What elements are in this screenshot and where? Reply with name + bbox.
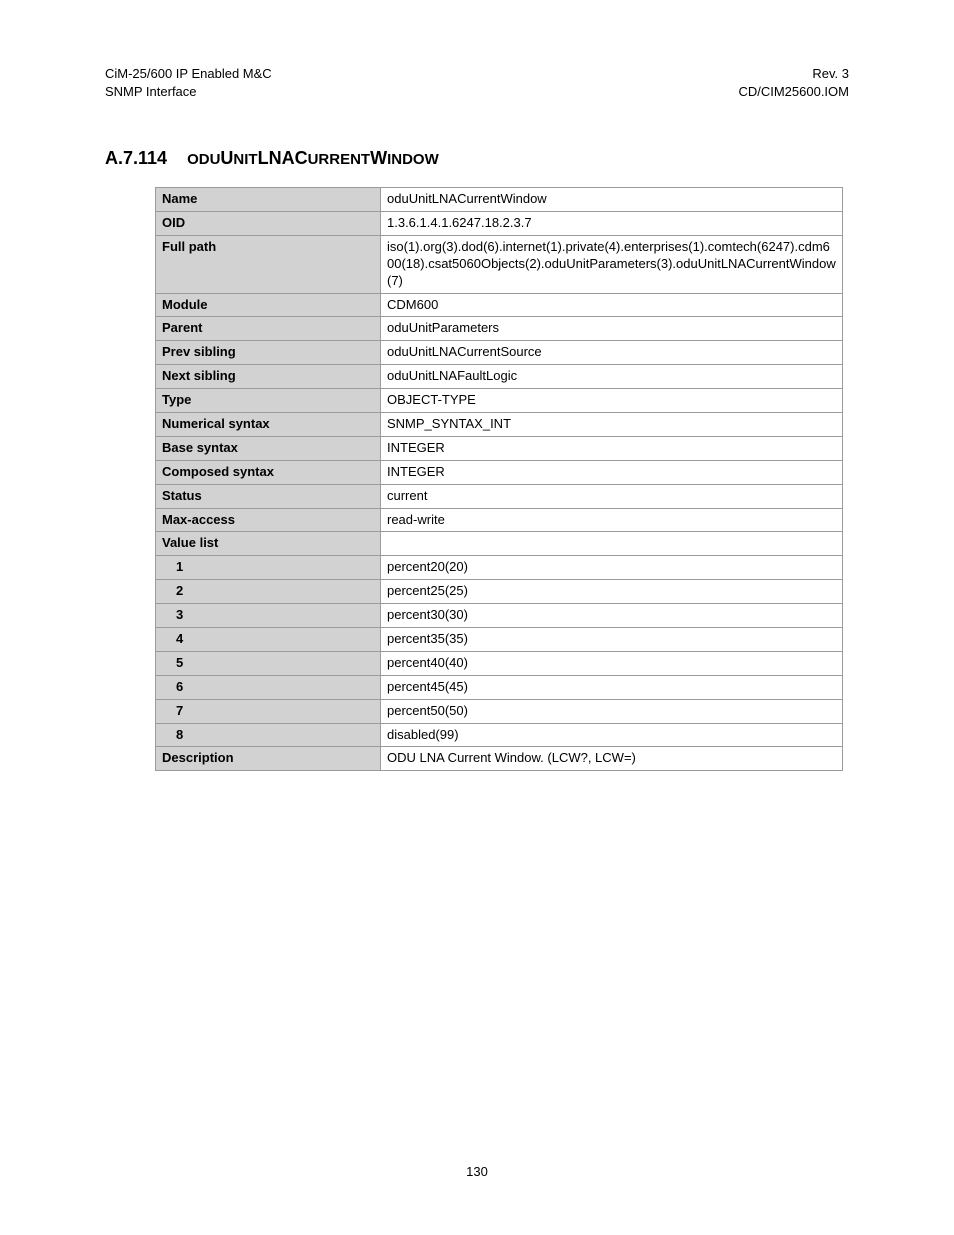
table-row: Next siblingoduUnitLNAFaultLogic: [156, 365, 843, 389]
row-label: Composed syntax: [156, 460, 381, 484]
row-label: Parent: [156, 317, 381, 341]
row-value: oduUnitLNACurrentWindow: [381, 188, 843, 212]
header-right-line2: CD/CIM25600.IOM: [738, 83, 849, 101]
row-label: Name: [156, 188, 381, 212]
row-value: OBJECT-TYPE: [381, 389, 843, 413]
row-label: Type: [156, 389, 381, 413]
mib-table: NameoduUnitLNACurrentWindowOID1.3.6.1.4.…: [155, 187, 843, 771]
table-row: Statuscurrent: [156, 484, 843, 508]
row-value: percent30(30): [381, 604, 843, 628]
table-row: Full pathiso(1).org(3).dod(6).internet(1…: [156, 235, 843, 293]
row-value: disabled(99): [381, 723, 843, 747]
row-value: [381, 532, 843, 556]
row-label: 8: [156, 723, 381, 747]
row-value: iso(1).org(3).dod(6).internet(1).private…: [381, 235, 843, 293]
row-value: 1.3.6.1.4.1.6247.18.2.3.7: [381, 211, 843, 235]
document-page: CiM-25/600 IP Enabled M&C SNMP Interface…: [0, 0, 954, 771]
table-row: TypeOBJECT-TYPE: [156, 389, 843, 413]
row-value: oduUnitParameters: [381, 317, 843, 341]
table-row: 2percent25(25): [156, 580, 843, 604]
section-title: ODUUNITLNACURRENTWINDOW: [187, 148, 439, 168]
header-left-line1: CiM-25/600 IP Enabled M&C: [105, 65, 272, 83]
row-value: percent20(20): [381, 556, 843, 580]
table-row: 6percent45(45): [156, 675, 843, 699]
header-left: CiM-25/600 IP Enabled M&C SNMP Interface: [105, 65, 272, 100]
row-value: percent35(35): [381, 628, 843, 652]
row-label: 5: [156, 651, 381, 675]
section-number: A.7.114: [105, 148, 167, 168]
row-label: 7: [156, 699, 381, 723]
row-value: CDM600: [381, 293, 843, 317]
row-label: 1: [156, 556, 381, 580]
row-label: Prev sibling: [156, 341, 381, 365]
table-row: Prev siblingoduUnitLNACurrentSource: [156, 341, 843, 365]
row-value: oduUnitLNAFaultLogic: [381, 365, 843, 389]
section-heading: A.7.114 ODUUNITLNACURRENTWINDOW: [105, 148, 849, 169]
row-label: Base syntax: [156, 436, 381, 460]
row-value: ODU LNA Current Window. (LCW?, LCW=): [381, 747, 843, 771]
row-label: Status: [156, 484, 381, 508]
mib-table-container: NameoduUnitLNACurrentWindowOID1.3.6.1.4.…: [155, 187, 849, 771]
table-row: 4percent35(35): [156, 628, 843, 652]
row-label: 4: [156, 628, 381, 652]
table-row: 8disabled(99): [156, 723, 843, 747]
row-label: OID: [156, 211, 381, 235]
header-right: Rev. 3 CD/CIM25600.IOM: [738, 65, 849, 100]
table-row: ModuleCDM600: [156, 293, 843, 317]
row-label: Full path: [156, 235, 381, 293]
header-right-line1: Rev. 3: [738, 65, 849, 83]
table-row: 1percent20(20): [156, 556, 843, 580]
row-label: Max-access: [156, 508, 381, 532]
table-row: OID1.3.6.1.4.1.6247.18.2.3.7: [156, 211, 843, 235]
row-label: 2: [156, 580, 381, 604]
row-value: oduUnitLNACurrentSource: [381, 341, 843, 365]
row-value: read-write: [381, 508, 843, 532]
row-label: Description: [156, 747, 381, 771]
table-row: Composed syntaxINTEGER: [156, 460, 843, 484]
table-row: ParentoduUnitParameters: [156, 317, 843, 341]
table-row: 5percent40(40): [156, 651, 843, 675]
table-row: 3percent30(30): [156, 604, 843, 628]
table-row: Base syntaxINTEGER: [156, 436, 843, 460]
row-value: SNMP_SYNTAX_INT: [381, 413, 843, 437]
table-row: Max-accessread-write: [156, 508, 843, 532]
row-value: current: [381, 484, 843, 508]
table-row: NameoduUnitLNACurrentWindow: [156, 188, 843, 212]
table-row: Value list: [156, 532, 843, 556]
row-label: 6: [156, 675, 381, 699]
table-row: Numerical syntaxSNMP_SYNTAX_INT: [156, 413, 843, 437]
row-label: Next sibling: [156, 365, 381, 389]
row-label: Module: [156, 293, 381, 317]
page-number: 130: [0, 1164, 954, 1179]
row-value: percent45(45): [381, 675, 843, 699]
row-value: INTEGER: [381, 436, 843, 460]
row-value: percent25(25): [381, 580, 843, 604]
mib-table-body: NameoduUnitLNACurrentWindowOID1.3.6.1.4.…: [156, 188, 843, 771]
row-label: Numerical syntax: [156, 413, 381, 437]
row-value: percent40(40): [381, 651, 843, 675]
row-label: 3: [156, 604, 381, 628]
row-value: percent50(50): [381, 699, 843, 723]
row-value: INTEGER: [381, 460, 843, 484]
page-header: CiM-25/600 IP Enabled M&C SNMP Interface…: [105, 65, 849, 100]
table-row: DescriptionODU LNA Current Window. (LCW?…: [156, 747, 843, 771]
header-left-line2: SNMP Interface: [105, 83, 272, 101]
table-row: 7percent50(50): [156, 699, 843, 723]
row-label: Value list: [156, 532, 381, 556]
